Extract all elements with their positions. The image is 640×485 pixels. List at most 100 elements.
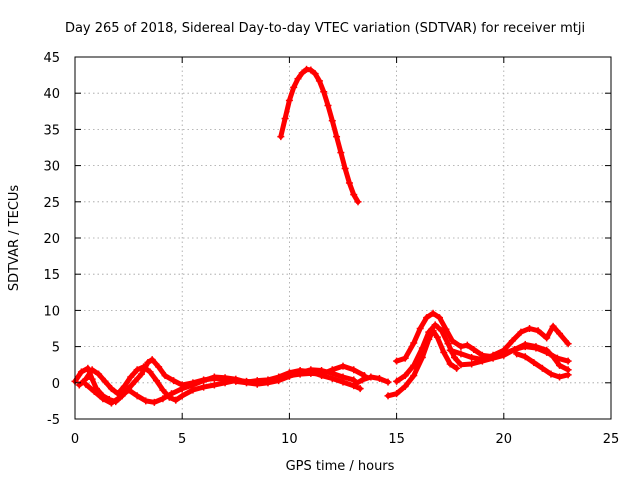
y-tick-label: 40 [43, 87, 60, 102]
data-point [264, 376, 272, 384]
data-point [556, 361, 564, 369]
data-point [356, 385, 364, 393]
data-point [350, 366, 358, 374]
series-arc-g [394, 310, 571, 373]
data-point [393, 390, 401, 398]
axis-ticks: 0 5 10 15 20 25 -5 0 5 10 15 20 25 30 35 40 45 [43, 51, 619, 447]
data-point [534, 327, 542, 335]
data-point [549, 353, 557, 361]
data-point [318, 372, 326, 380]
y-axis-label: SDTVAR / TECUs [7, 185, 22, 292]
y-tick-label: 30 [43, 160, 60, 175]
data-point [311, 70, 319, 78]
data-point [468, 353, 476, 361]
data-point [324, 102, 332, 110]
data-series-group [71, 65, 572, 407]
data-point [446, 360, 454, 368]
y-tick-label: 5 [52, 341, 60, 356]
data-point [511, 345, 519, 353]
data-point [384, 378, 392, 386]
data-point [337, 149, 345, 157]
data-point [468, 360, 476, 368]
data-point [429, 309, 437, 317]
data-point [446, 346, 454, 354]
data-point [275, 373, 283, 381]
y-tick-label: 15 [43, 268, 60, 283]
data-point [564, 357, 572, 365]
x-tick-label: 10 [281, 432, 298, 447]
data-point [354, 198, 362, 206]
data-point [200, 377, 208, 385]
data-point [140, 363, 148, 371]
data-point [345, 179, 353, 187]
data-point [107, 399, 115, 407]
data-point [564, 371, 572, 379]
data-point [116, 393, 124, 401]
data-point [425, 328, 433, 336]
data-point [393, 377, 401, 385]
data-point [489, 351, 497, 359]
data-point [508, 337, 516, 345]
data-point [521, 353, 529, 361]
data-point [350, 191, 358, 199]
y-tick-label: 10 [43, 304, 60, 319]
data-point [155, 363, 163, 371]
data-point [538, 364, 546, 372]
data-point [189, 381, 197, 389]
data-point [478, 356, 486, 364]
x-axis-label: GPS time / hours [286, 459, 395, 474]
data-point [200, 383, 208, 391]
data-point [440, 348, 448, 356]
y-tick-label: -5 [47, 413, 60, 428]
data-point [210, 381, 218, 389]
data-point [307, 368, 315, 376]
y-tick-label: 45 [43, 51, 60, 66]
data-point [543, 334, 551, 342]
data-point [277, 133, 285, 141]
data-point [137, 370, 145, 378]
y-tick-label: 25 [43, 196, 60, 211]
data-point [463, 341, 471, 349]
data-point [159, 395, 167, 403]
data-point [339, 378, 347, 386]
data-point [358, 376, 366, 384]
data-point [99, 395, 107, 403]
data-point [457, 343, 465, 351]
data-point [253, 377, 261, 385]
data-point [125, 386, 133, 394]
data-point [315, 77, 323, 85]
data-point [161, 372, 169, 380]
data-point [401, 372, 409, 380]
data-point [328, 117, 336, 125]
data-point [393, 357, 401, 365]
data-point [167, 390, 175, 398]
data-point [144, 359, 152, 367]
series-arc-peak [278, 66, 361, 205]
data-point [450, 353, 458, 361]
x-tick-label: 5 [178, 432, 186, 447]
chart-title: Day 265 of 2018, Sidereal Day-to-day VTE… [65, 21, 585, 36]
data-point [530, 359, 538, 367]
data-point [285, 96, 293, 104]
data-point [172, 396, 180, 404]
data-point [543, 346, 551, 354]
x-tick-label: 0 [71, 432, 79, 447]
data-point [281, 115, 289, 123]
data-point [178, 392, 186, 400]
data-point [95, 370, 103, 378]
data-point [90, 387, 98, 395]
data-point [88, 375, 96, 383]
y-tick-label: 0 [52, 377, 60, 392]
data-point [418, 344, 426, 352]
data-point [564, 340, 572, 348]
data-point [77, 368, 85, 376]
data-point [101, 377, 109, 385]
data-point [457, 350, 465, 358]
data-point [142, 397, 150, 405]
data-point [410, 372, 418, 380]
y-tick-label: 35 [43, 123, 60, 138]
data-point [296, 366, 304, 374]
data-point [384, 392, 392, 400]
